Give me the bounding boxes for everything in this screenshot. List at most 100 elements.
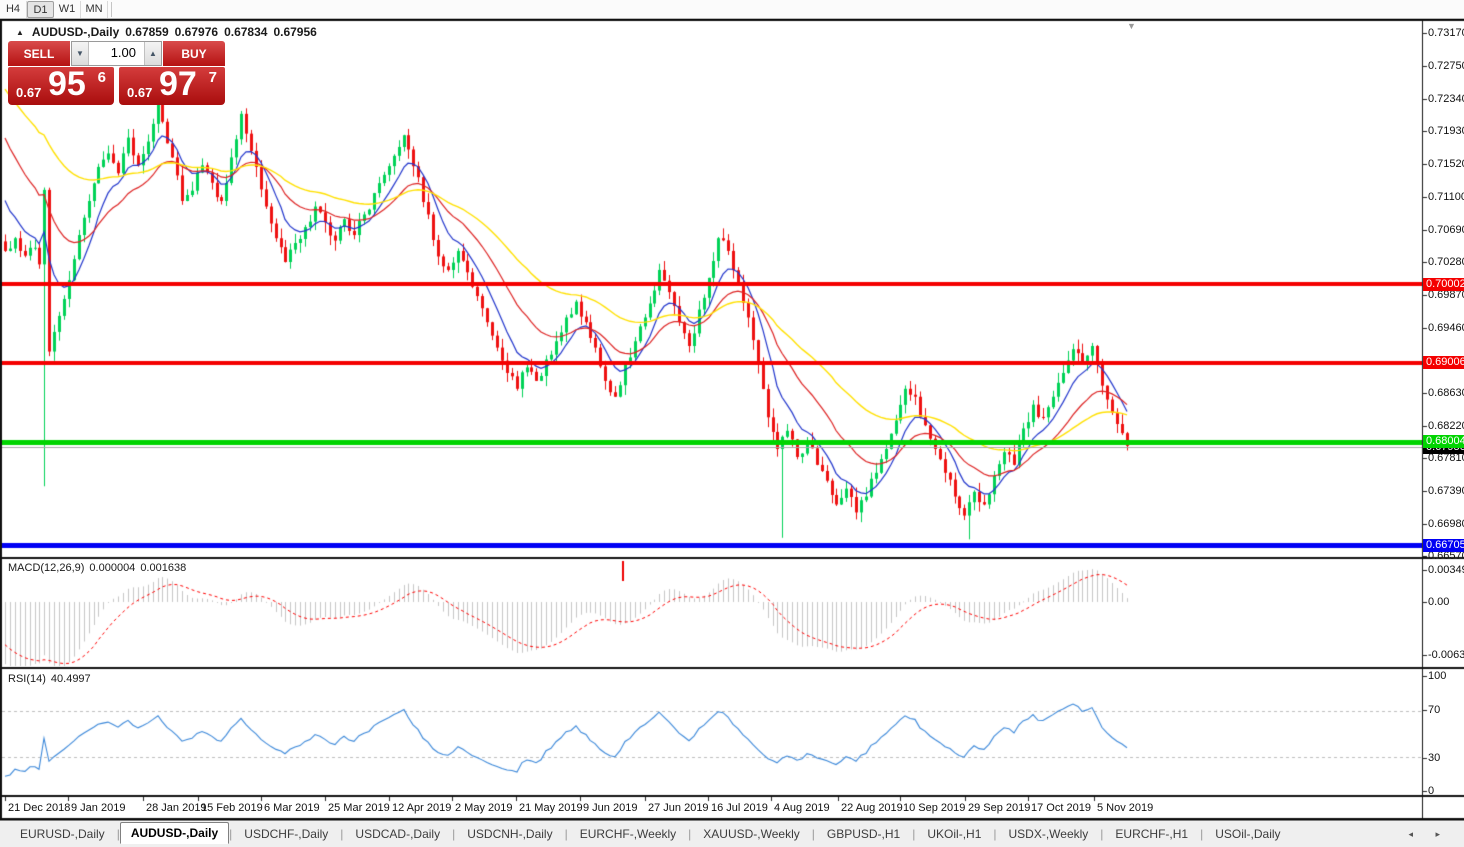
price-axis-label: 0.71930	[1428, 125, 1464, 137]
price-marker-070002: 0.70002	[1423, 278, 1464, 291]
date-axis-label: 21 May 2019	[519, 802, 583, 814]
ohlc-low: 0.67834	[224, 25, 268, 39]
price-axis-label: 0.69870	[1428, 289, 1464, 301]
tab-separator: |	[452, 827, 456, 841]
date-axis-label: 4 Aug 2019	[774, 802, 830, 814]
date-axis-label: 21 Dec 2018	[8, 802, 71, 814]
tab-xauusd-weekly[interactable]: XAUUSD-,Weekly	[703, 827, 800, 841]
date-axis-label: 15 Feb 2019	[201, 802, 263, 814]
ohlc-high: 0.67976	[174, 25, 219, 39]
tab-usoil-daily[interactable]: USOil-,Daily	[1215, 827, 1281, 841]
timeframe-button-mn[interactable]: MN	[81, 0, 108, 18]
trade-panel-collapse-icon[interactable]: ▲	[16, 28, 24, 37]
tab-ukoil-h1[interactable]: UKOil-,H1	[927, 827, 982, 841]
date-axis-label: 6 Mar 2019	[264, 802, 320, 814]
price-marker-069006: 0.69006	[1423, 356, 1464, 369]
tab-eurchf-h1[interactable]: EURCHF-,H1	[1115, 827, 1189, 841]
ohlc-close: 0.67956	[273, 25, 317, 39]
date-axis-label: 12 Apr 2019	[392, 802, 452, 814]
tab-usdcad-daily[interactable]: USDCAD-,Daily	[355, 827, 441, 841]
chart-title: ▲ AUDUSD-,Daily 0.67859 0.67976 0.67834 0.679…	[16, 25, 317, 39]
price-axis-label: 0.71100	[1428, 191, 1464, 203]
volume-input[interactable]: 1.00	[110, 45, 136, 60]
sell-price-display[interactable]: 0.67 95 6	[8, 65, 114, 105]
price-axis-label: 0.67810	[1428, 452, 1464, 464]
tab-separator: |	[564, 827, 568, 841]
tab-separator: |	[1100, 827, 1104, 841]
chart-window: ▲ AUDUSD-,Daily 0.67859 0.67976 0.67834 0.679…	[0, 19, 1464, 820]
date-axis-label: 2 May 2019	[455, 802, 513, 814]
price-axis-label: 0.72340	[1428, 93, 1464, 105]
sell-price-pip-digit: 6	[97, 69, 106, 86]
volume-increase-button[interactable]: ▲	[144, 42, 161, 65]
price-axis-label: 0.69460	[1428, 322, 1464, 334]
price-axis-label: 0.71520	[1428, 158, 1464, 170]
chart-canvas[interactable]	[0, 19, 1464, 820]
date-axis-label: 27 Jun 2019	[648, 802, 709, 814]
date-axis-label: 22 Aug 2019	[841, 802, 903, 814]
tab-eurchf-weekly[interactable]: EURCHF-,Weekly	[579, 827, 677, 841]
tab-audusd-daily[interactable]: AUDUSD-,Daily	[119, 822, 230, 844]
tab-separator: |	[1200, 827, 1204, 841]
toolbar-separator	[111, 1, 112, 17]
price-axis-label: 0.68630	[1428, 387, 1464, 399]
rsi-axis-label: 100	[1428, 670, 1447, 682]
price-marker-068004: 0.68004	[1423, 435, 1464, 448]
sell-price-prefix: 0.67	[16, 85, 42, 100]
date-axis-label: 29 Sep 2019	[968, 802, 1031, 814]
buy-price-display[interactable]: 0.67 97 7	[119, 65, 225, 105]
chart-shift-marker[interactable]: ▼	[1127, 21, 1136, 31]
price-axis-label: 0.67390	[1428, 485, 1464, 497]
price-axis-label: 0.73170	[1428, 27, 1464, 39]
tab-separator: |	[688, 827, 692, 841]
price-axis-label: 0.66570	[1428, 550, 1464, 562]
buy-button[interactable]: BUY	[163, 41, 225, 66]
macd-indicator-label: MACD(12,26,9) 0.000004 0.001638	[8, 562, 187, 574]
macd-axis-label: 0.00349	[1428, 564, 1464, 576]
volume-decrease-button[interactable]: ▼	[72, 42, 89, 65]
rsi-current-value: 40.4997	[50, 673, 91, 685]
chart-symbol-label: AUDUSD-,Daily	[31, 25, 120, 39]
tab-separator: |	[811, 827, 815, 841]
tab-separator: |	[116, 827, 120, 841]
rsi-axis-label: 30	[1428, 752, 1441, 764]
date-axis-label: 16 Jul 2019	[711, 802, 768, 814]
rsi-axis-label: 0	[1428, 785, 1435, 797]
timeframe-button-w1[interactable]: W1	[54, 0, 81, 18]
tab-separator: |	[229, 827, 233, 841]
tab-scroll-arrows[interactable]: ◂ ▸	[1408, 828, 1450, 839]
one-click-trading-panel: SELL ▼ 1.00 ▲ BUY 0.67 95 6 0.67 97 7	[8, 41, 225, 105]
price-axis-label: 0.72750	[1428, 60, 1464, 72]
tab-usdx-weekly[interactable]: USDX-,Weekly	[1008, 827, 1089, 841]
price-axis-label: 0.68220	[1428, 420, 1464, 432]
tab-usdchf-daily[interactable]: USDCHF-,Daily	[244, 827, 329, 841]
buy-price-prefix: 0.67	[127, 85, 153, 100]
rsi-axis-label: 70	[1428, 704, 1441, 716]
date-axis-label: 25 Mar 2019	[328, 802, 390, 814]
macd-main-value: 0.000004	[89, 562, 136, 574]
ohlc-open: 0.67859	[125, 25, 169, 39]
date-axis-label: 5 Nov 2019	[1097, 802, 1154, 814]
sell-price-big-digits: 95	[48, 65, 86, 103]
volume-spinner: ▼ 1.00 ▲	[71, 41, 162, 66]
tab-usdcnh-daily[interactable]: USDCNH-,Daily	[467, 827, 553, 841]
tab-separator: |	[993, 827, 997, 841]
date-axis-label: 10 Sep 2019	[903, 802, 966, 814]
timeframe-button-h4[interactable]: H4	[0, 0, 27, 18]
chart-tab-bar: EURUSD-,Daily | AUDUSD-,Daily | USDCHF-,Dail…	[0, 820, 1464, 847]
macd-axis-label: 0.00	[1428, 596, 1450, 608]
tab-separator: |	[340, 827, 344, 841]
sell-button[interactable]: SELL	[8, 41, 70, 66]
price-marker-066705: 0.66705	[1423, 539, 1464, 552]
macd-axis-label: -0.00637	[1428, 649, 1464, 661]
tab-separator: |	[912, 827, 916, 841]
timeframe-button-d1[interactable]: D1	[27, 0, 54, 18]
tab-eurusd-daily[interactable]: EURUSD-,Daily	[20, 827, 105, 841]
date-axis-label: 9 Jan 2019	[71, 802, 126, 814]
price-axis-label: 0.70690	[1428, 224, 1464, 236]
date-axis-label: 28 Jan 2019	[146, 802, 207, 814]
buy-price-pip-digit: 7	[208, 69, 217, 86]
tab-gbpusd-h1[interactable]: GBPUSD-,H1	[826, 827, 901, 841]
price-axis-label: 0.66980	[1428, 518, 1464, 530]
